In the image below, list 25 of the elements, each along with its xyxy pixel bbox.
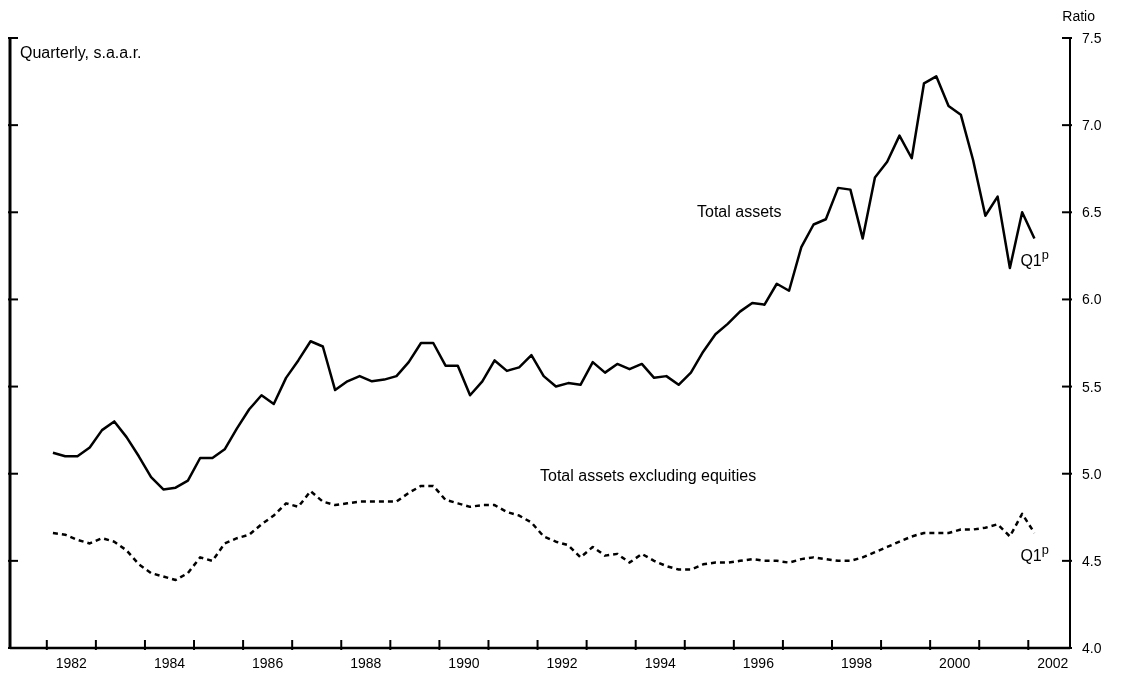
x-tick-label: 1990 <box>448 655 480 671</box>
x-tick-label: 1998 <box>840 655 873 671</box>
x-tick-label: 1994 <box>644 655 677 671</box>
y-tick-label: 5.5 <box>1082 378 1102 395</box>
annotation: Quarterly, s.a.a.r. <box>20 44 142 62</box>
y-tick-label: 7.5 <box>1082 30 1102 46</box>
x-tick-label: 1996 <box>742 655 775 671</box>
y-tick-label: 4.5 <box>1082 552 1102 569</box>
x-tick-label: 2002 <box>1037 655 1069 671</box>
annotation: Q1$^{p}$ <box>1020 541 1049 564</box>
x-tick-label: 2000 <box>939 655 971 671</box>
y-tick-label: 6.5 <box>1082 204 1102 221</box>
x-tick-label: 1982 <box>55 655 88 671</box>
text: Total assets excluding equities <box>540 467 757 485</box>
x-tick-label: 1992 <box>546 655 578 671</box>
y-tick-label: 4.0 <box>1082 640 1102 656</box>
y-tick-label: 5.0 <box>1082 465 1102 482</box>
x-tick-label: 1984 <box>153 655 186 671</box>
x-tick-label: 1988 <box>350 655 382 671</box>
x-tick-label: 1986 <box>252 655 284 671</box>
y-axis-title: Ratio <box>1062 8 1095 24</box>
y-tick-label: 6.0 <box>1082 291 1102 308</box>
annotation: Q1$^{p}$ <box>1020 246 1049 270</box>
y-tick-label: 7.0 <box>1082 117 1102 134</box>
series-label: Total assets <box>697 203 782 221</box>
